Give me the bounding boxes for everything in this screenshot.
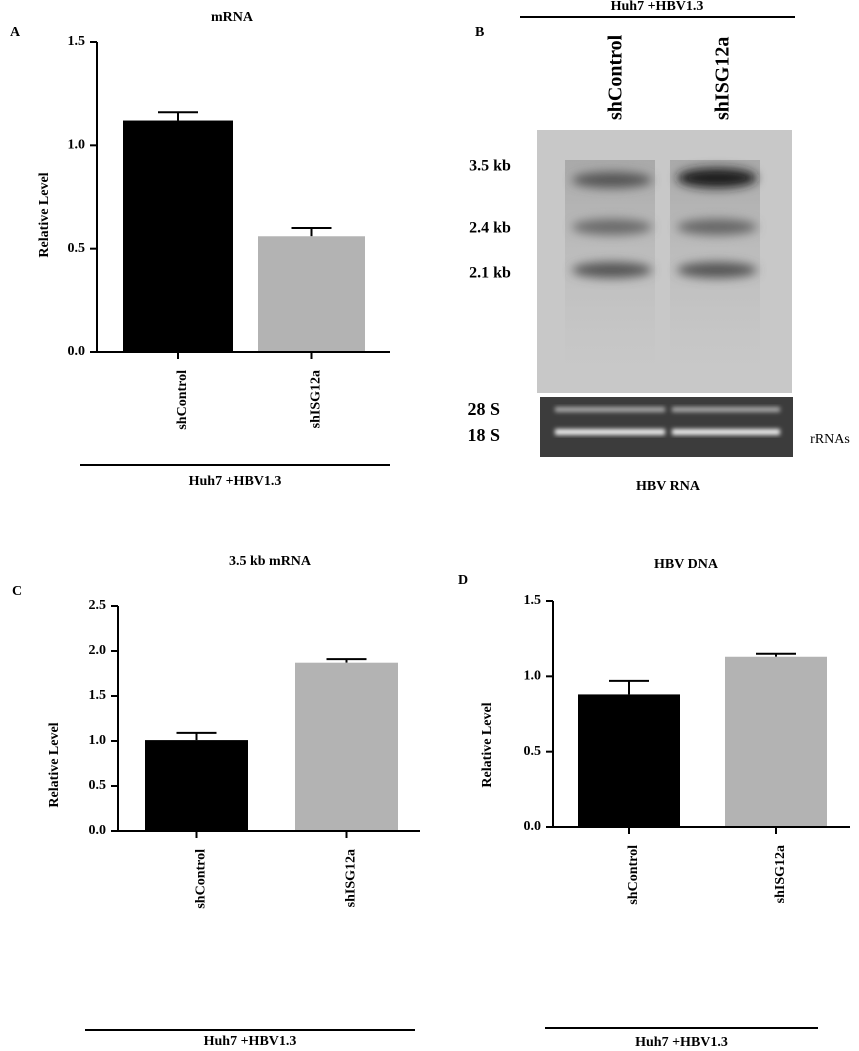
y-axis-label: Relative Level (37, 172, 52, 257)
group-label: Huh7 +HBV1.3 (635, 1035, 728, 1050)
x-tick-label: shControl (626, 845, 641, 905)
bar (258, 236, 365, 352)
x-tick-label: shControl (194, 849, 209, 909)
panel-label: A (10, 25, 21, 40)
bar (145, 740, 248, 831)
panel-label: C (12, 584, 22, 599)
blot-caption: HBV RNA (636, 479, 701, 494)
rrna-group-label: rRNAs (810, 432, 850, 447)
y-tick-label: 0.5 (524, 744, 542, 759)
y-tick-label: 1.0 (89, 733, 107, 748)
x-tick-label: shISG12a (309, 370, 324, 428)
y-axis-label: Relative Level (480, 702, 495, 787)
panel-label: D (458, 573, 468, 588)
blot-image (537, 130, 793, 457)
y-tick-label: 2.0 (89, 643, 107, 658)
chart-title: 3.5 kb mRNA (229, 554, 312, 569)
bar (725, 656, 827, 827)
y-tick-label: 1.5 (524, 593, 542, 608)
y-tick-label: 1.0 (524, 669, 542, 684)
bar (123, 120, 233, 353)
y-tick-label: 0.0 (68, 344, 86, 359)
chart-title: mRNA (211, 10, 254, 25)
x-tick-label: shISG12a (344, 849, 359, 907)
y-tick-label: 2.5 (89, 598, 107, 613)
lane-label: shISG12a (712, 37, 734, 120)
panel-label: B (475, 25, 484, 40)
bar (295, 662, 398, 831)
y-tick-label: 0.0 (524, 819, 542, 834)
y-tick-label: 0.5 (89, 778, 107, 793)
y-tick-label: 1.5 (68, 34, 86, 49)
y-tick-label: 0.5 (68, 241, 86, 256)
x-tick-label: shControl (175, 370, 190, 430)
y-axis-label: Relative Level (47, 722, 62, 807)
group-label: Huh7 +HBV1.3 (204, 1034, 297, 1049)
rrna-label: 28 S (467, 399, 500, 419)
chart-title: HBV DNA (654, 557, 719, 572)
x-tick-label: shISG12a (773, 845, 788, 903)
band-label: 2.4 kb (469, 220, 511, 237)
bar (578, 694, 680, 827)
blot-header: Huh7 +HBV1.3 (611, 0, 704, 14)
y-tick-label: 0.0 (89, 823, 107, 838)
lane-label: shControl (605, 34, 627, 120)
group-label: Huh7 +HBV1.3 (189, 474, 282, 489)
rrna-label: 18 S (467, 425, 500, 445)
band-label: 2.1 kb (469, 265, 511, 282)
y-tick-label: 1.5 (89, 688, 107, 703)
band-label: 3.5 kb (469, 158, 511, 175)
y-tick-label: 1.0 (68, 138, 86, 153)
